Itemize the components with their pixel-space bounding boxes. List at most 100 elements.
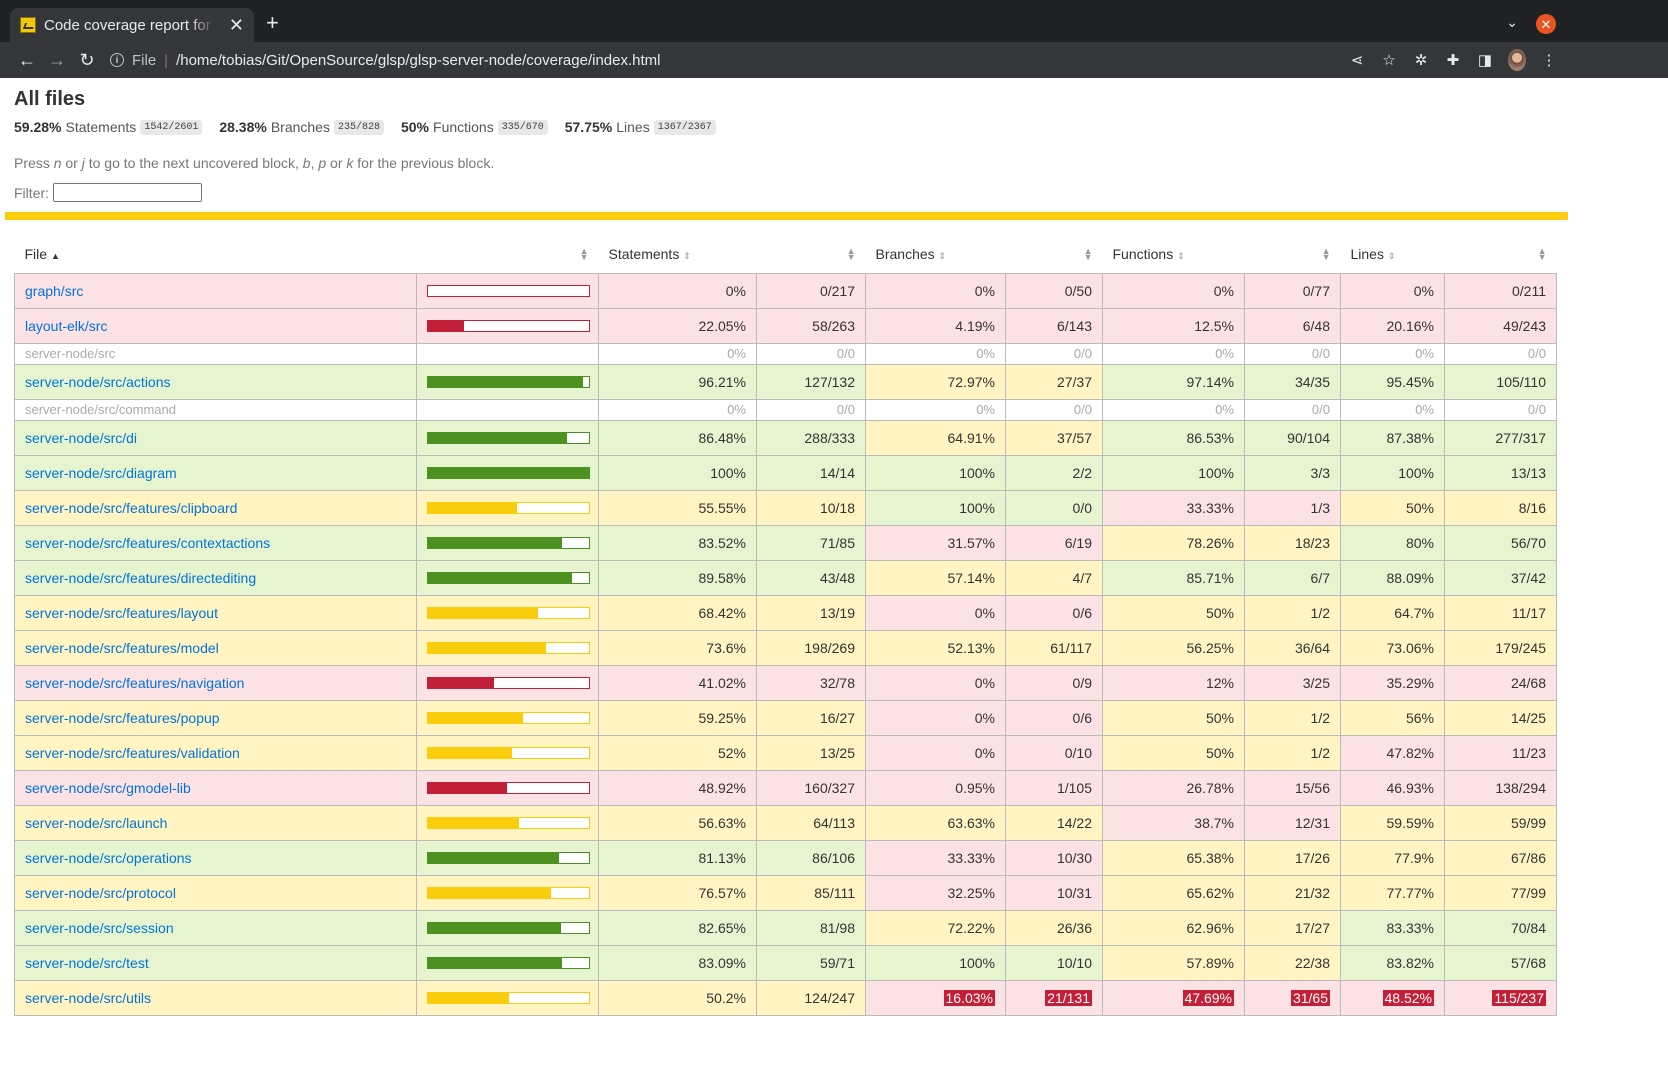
summary-lines: 57.75% Lines 1367/2367 [565, 119, 716, 135]
file-link[interactable]: server-node/src/launch [25, 814, 168, 831]
file-link[interactable]: server-node/src/session [25, 919, 174, 936]
table-row: layout-elk/src 22.05% 58/263 4.19% 6/143 12.5… [14, 307, 1557, 344]
coverage-bar [427, 501, 590, 514]
reload-icon[interactable]: ↻ [79, 50, 95, 70]
header-file[interactable]: File ▲ [15, 235, 417, 273]
profile-avatar[interactable] [1508, 49, 1526, 71]
window-close-button[interactable]: ✕ [1536, 14, 1556, 34]
file-link[interactable]: server-node/src/features/popup [25, 709, 220, 726]
address-bar[interactable]: i File | /home/tobias/Git/OpenSource/gls… [110, 52, 661, 69]
lines-fraction-cell: 11/23 [1444, 734, 1557, 771]
branches-fraction: 21/131 [1045, 989, 1092, 1006]
coverage-bar-fill [428, 432, 568, 443]
lines-fraction-cell: 67/86 [1444, 839, 1557, 876]
file-link[interactable]: server-node/src/utils [25, 989, 152, 1006]
functions-pct-cell: 57.89% [1102, 944, 1245, 981]
lines-pct-cell: 46.93% [1340, 769, 1445, 806]
coverage-bar-fill [428, 642, 547, 653]
header-functions-fraction[interactable]: ▲ ▼ [1245, 235, 1341, 273]
branches-fraction-cell: 0/0 [1005, 398, 1103, 421]
functions-fraction-cell: 1/2 [1244, 734, 1341, 771]
header-label: Lines [1350, 245, 1384, 262]
info-icon[interactable]: i [110, 53, 124, 67]
file-link[interactable]: server-node/src/features/model [25, 639, 219, 656]
back-arrow-icon[interactable]: ← [18, 50, 36, 70]
file-link[interactable]: server-node/src/operations [25, 849, 192, 866]
url-text[interactable]: /home/tobias/Git/OpenSource/glsp/glsp-se… [176, 51, 661, 69]
functions-pct-cell: 50% [1102, 594, 1245, 631]
header-file-bar[interactable]: ▲ ▼ [417, 235, 599, 273]
functions-fraction-cell: 0/0 [1244, 342, 1341, 365]
table-row: server-node/src/protocol 76.57% 85/111 32.2… [14, 874, 1557, 911]
file-link[interactable]: server-node/src/features/directediting [25, 569, 257, 586]
header-statements-fraction[interactable]: ▲ ▼ [757, 235, 866, 273]
file-link[interactable]: server-node/src/features/layout [25, 604, 218, 621]
browser-tab[interactable]: Code coverage report for All files ✕ [10, 8, 254, 42]
statements-pct-cell: 100% [598, 454, 757, 491]
statements-fraction-cell: 58/263 [756, 307, 866, 344]
branches-pct-cell: 63.63% [865, 804, 1006, 841]
file-link[interactable]: server-node/src/di [25, 429, 138, 446]
file-link[interactable]: server-node/src/actions [25, 373, 171, 390]
summary-fraction: 1367/2367 [653, 119, 716, 135]
statements-pct-cell: 22.05% [598, 307, 757, 344]
coverage-bar-cell [416, 594, 599, 631]
branches-fraction-cell: 0/0 [1005, 489, 1103, 526]
statements-fraction-cell: 16/27 [756, 699, 866, 736]
file-link[interactable]: graph/src [25, 282, 84, 299]
coverage-bar [427, 851, 590, 864]
menu-kebab-icon[interactable]: ⋮ [1541, 51, 1557, 69]
extensions-puzzle-icon[interactable]: ✚ [1446, 51, 1460, 69]
functions-pct-cell: 65.38% [1102, 839, 1245, 876]
file-cell: server-node/src/features/popup [14, 699, 417, 736]
file-link[interactable]: server-node/src [25, 346, 116, 361]
header-functions[interactable]: Functions ⇕ [1103, 235, 1245, 273]
statements-pct-cell: 0% [598, 342, 757, 365]
file-link[interactable]: server-node/src/protocol [25, 884, 176, 901]
branches-fraction-cell: 6/143 [1005, 307, 1103, 344]
header-branches[interactable]: Branches ⇕ [866, 235, 1006, 273]
file-link[interactable]: server-node/src/features/contextactions [25, 534, 271, 551]
file-link[interactable]: server-node/src/features/validation [25, 744, 240, 761]
share-icon[interactable]: ⋖ [1350, 51, 1364, 69]
tab-close-icon[interactable]: ✕ [228, 15, 244, 35]
lines-pct-cell: 0% [1340, 398, 1445, 421]
table-body: graph/src 0% 0/217 0% 0/50 0% 0/77 0% 0/211 layou… [14, 272, 1557, 1016]
functions-pct-cell: 12% [1102, 664, 1245, 701]
filter-input[interactable] [53, 183, 202, 202]
header-branches-fraction[interactable]: ▲ ▼ [1006, 235, 1103, 273]
branches-pct: 16.03% [943, 989, 995, 1006]
tab-search-chevron-icon[interactable]: ⌄ [1506, 14, 1518, 30]
lines-pct-cell: 56% [1340, 699, 1445, 736]
lines-fraction-cell: 179/245 [1444, 629, 1557, 666]
header-lines[interactable]: Lines ⇕ [1341, 235, 1445, 273]
new-tab-button[interactable]: + [266, 10, 279, 35]
coverage-bar-fill [428, 320, 464, 331]
header-lines-fraction[interactable]: ▲ ▼ [1445, 235, 1557, 273]
file-link[interactable]: server-node/src/diagram [25, 464, 177, 481]
file-cell: server-node/src/features/contextactions [14, 524, 417, 561]
file-cell: server-node/src/protocol [14, 874, 417, 911]
file-link[interactable]: server-node/src/features/navigation [25, 674, 245, 691]
extension-gear-icon[interactable]: ✲ [1414, 51, 1428, 69]
side-panel-icon[interactable]: ◨ [1477, 51, 1493, 69]
bookmark-star-icon[interactable]: ☆ [1382, 51, 1396, 69]
lines-pct-cell: 50% [1340, 489, 1445, 526]
file-cell: server-node/src/test [14, 944, 417, 981]
functions-fraction-cell: 1/2 [1244, 594, 1341, 631]
file-link[interactable]: layout-elk/src [25, 317, 108, 334]
header-statements[interactable]: Statements ⇕ [599, 235, 757, 273]
coverage-bar-fill [428, 887, 552, 898]
forward-arrow-icon[interactable]: → [48, 50, 66, 70]
coverage-bar [427, 956, 590, 969]
summary-pct: 57.75% [564, 119, 613, 135]
file-link[interactable]: server-node/src/gmodel-lib [25, 779, 191, 796]
branches-fraction-cell: 0/9 [1005, 664, 1103, 701]
branches-pct-cell: 100% [865, 944, 1006, 981]
filter-label: Filter: [14, 184, 49, 201]
coverage-bar [427, 711, 590, 724]
file-link[interactable]: server-node/src/test [25, 954, 149, 971]
file-cell: graph/src [14, 272, 417, 309]
file-link[interactable]: server-node/src/command [25, 402, 176, 417]
file-link[interactable]: server-node/src/features/clipboard [25, 499, 238, 516]
